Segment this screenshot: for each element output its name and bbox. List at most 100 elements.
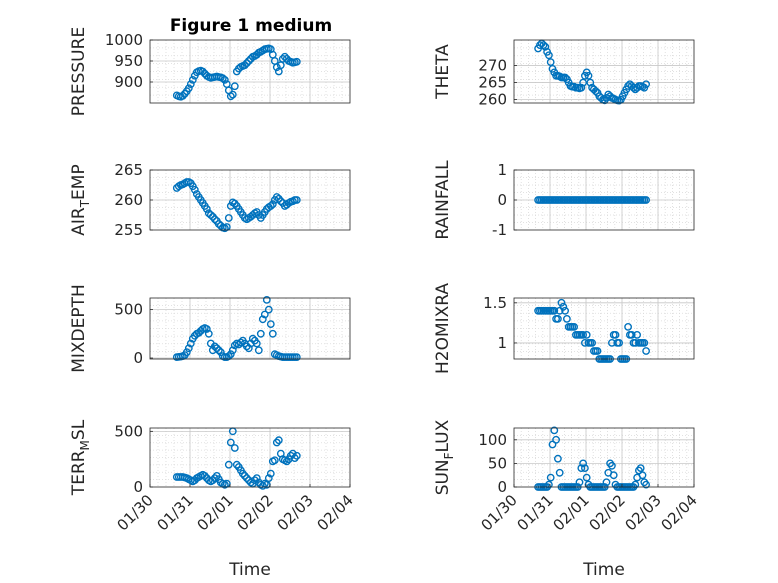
mixdepth-point — [264, 305, 273, 314]
h2omixra-point — [608, 338, 616, 347]
h2omixra-point — [631, 338, 640, 347]
terr_msl-ylabel-main: TERR — [69, 450, 89, 496]
air_temp-point — [190, 185, 199, 194]
mixdepth-point — [214, 346, 223, 355]
terr_msl-point — [226, 438, 235, 447]
h2omixra-point — [611, 330, 620, 339]
sun_flux-point — [550, 426, 559, 435]
sun_flux-point — [546, 473, 555, 482]
figure-title: Figure 1 medium — [170, 16, 332, 36]
theta-ytick-label: 270 — [478, 57, 507, 75]
h2omixra-point — [642, 347, 650, 355]
rainfall-point — [642, 196, 650, 204]
pressure-point — [272, 63, 281, 72]
terr_msl-point — [290, 454, 299, 462]
theta-point — [539, 41, 548, 49]
sun_flux-point — [582, 473, 591, 482]
rainfall-ylabel: RAINFALL — [433, 160, 453, 240]
terr_msl-point — [292, 451, 301, 460]
mixdepth-point — [244, 344, 253, 353]
pressure-point — [226, 92, 235, 101]
terr_msl-point — [274, 436, 283, 445]
rainfall-ytick-label: 0 — [497, 191, 507, 209]
mixdepth-point — [216, 348, 225, 357]
terr_msl-point — [230, 444, 239, 452]
mixdepth-point — [292, 353, 301, 361]
mixdepth-ytick-label: 500 — [114, 301, 143, 319]
sun_flux-point — [642, 480, 650, 489]
air_temp-point — [202, 205, 211, 213]
air_temp-point — [268, 200, 277, 209]
theta-ytick-label: 265 — [478, 74, 507, 92]
mixdepth-point — [248, 334, 257, 343]
air_temp-point — [292, 196, 301, 204]
terr_msl-point — [210, 474, 219, 482]
sun_flux-point — [579, 459, 587, 468]
theta-point — [633, 83, 641, 92]
pressure-point — [228, 90, 237, 99]
terr_msl-point — [252, 474, 261, 482]
theta-point — [546, 58, 555, 66]
air_temp-point — [210, 215, 219, 224]
terr_msl-point — [272, 438, 281, 447]
pressure-point — [280, 52, 289, 61]
pressure-point — [240, 61, 249, 70]
terr_msl-point — [264, 474, 273, 482]
mixdepth-ytick-label: 0 — [133, 349, 143, 367]
terr_msl-point — [232, 460, 241, 469]
mixdepth-point — [252, 339, 261, 348]
sun_flux-ylabel-rest: LUX — [433, 419, 453, 452]
mixdepth-point — [194, 328, 203, 337]
h2omixra-point — [579, 330, 587, 339]
terr_msl-ytick-label: 0 — [133, 478, 143, 496]
h2omixra-point — [563, 314, 571, 323]
h2omixra-point — [593, 347, 602, 355]
sun_flux-point — [545, 480, 553, 489]
h2omixra-point — [581, 338, 589, 347]
theta-point — [545, 51, 553, 60]
air_temp-ytick-label: 260 — [114, 191, 143, 209]
sun_flux-point — [581, 464, 589, 472]
theta-frame — [513, 39, 695, 104]
mixdepth-point — [260, 310, 269, 319]
pressure-ytick-label: 1000 — [105, 31, 143, 49]
pressure-ytick-label: 950 — [114, 52, 143, 70]
terr_msl-xtick-label: 01/30 — [114, 491, 157, 534]
air_temp-point — [206, 211, 215, 219]
mixdepth-point — [256, 329, 265, 338]
sun_flux-xtick-label: 02/02 — [586, 491, 629, 534]
mixdepth-point — [182, 348, 191, 357]
mixdepth-ylabel: MIXDEPTH — [69, 284, 89, 373]
terr_msl-point — [266, 469, 275, 478]
rainfall-ylabel-main: RAINFALL — [433, 160, 453, 240]
mixdepth-frame — [149, 297, 351, 360]
pressure-point — [230, 82, 239, 91]
h2omixra-axes: 1.5 1 H2OMIXRA — [433, 283, 695, 374]
mixdepth-point — [268, 329, 277, 338]
sun_flux-point — [555, 468, 564, 477]
sun_flux-point — [554, 454, 562, 463]
terr_msl-point — [288, 449, 297, 458]
terr_msl-point — [240, 471, 249, 480]
terr_msl-xtick-label: 01/31 — [154, 491, 197, 534]
sun_flux-ytick-label: 100 — [478, 431, 507, 449]
sun_flux-xtick-label: 02/04 — [658, 491, 701, 534]
terr_msl-ylabel: TERRMSL — [69, 419, 92, 496]
h2omixra-point — [550, 306, 559, 315]
sun_flux-point — [636, 464, 645, 472]
air_temp-point — [276, 197, 285, 206]
mixdepth-point — [184, 344, 193, 353]
pressure-point — [188, 76, 197, 84]
h2omixra-point — [627, 330, 636, 339]
theta-point — [591, 87, 600, 96]
h2omixra-ytick-label: 1.5 — [483, 294, 507, 312]
sun_flux-ylabel-sub: F — [442, 452, 456, 459]
theta-ylabel: THETA — [433, 44, 453, 100]
pressure-point — [220, 76, 229, 84]
pressure-point — [218, 74, 227, 83]
mixdepth-point — [262, 295, 271, 304]
pressure-axes: 1000 950 900 PRESSURE — [69, 27, 351, 116]
sun_flux-ytick-label: 50 — [488, 454, 507, 472]
